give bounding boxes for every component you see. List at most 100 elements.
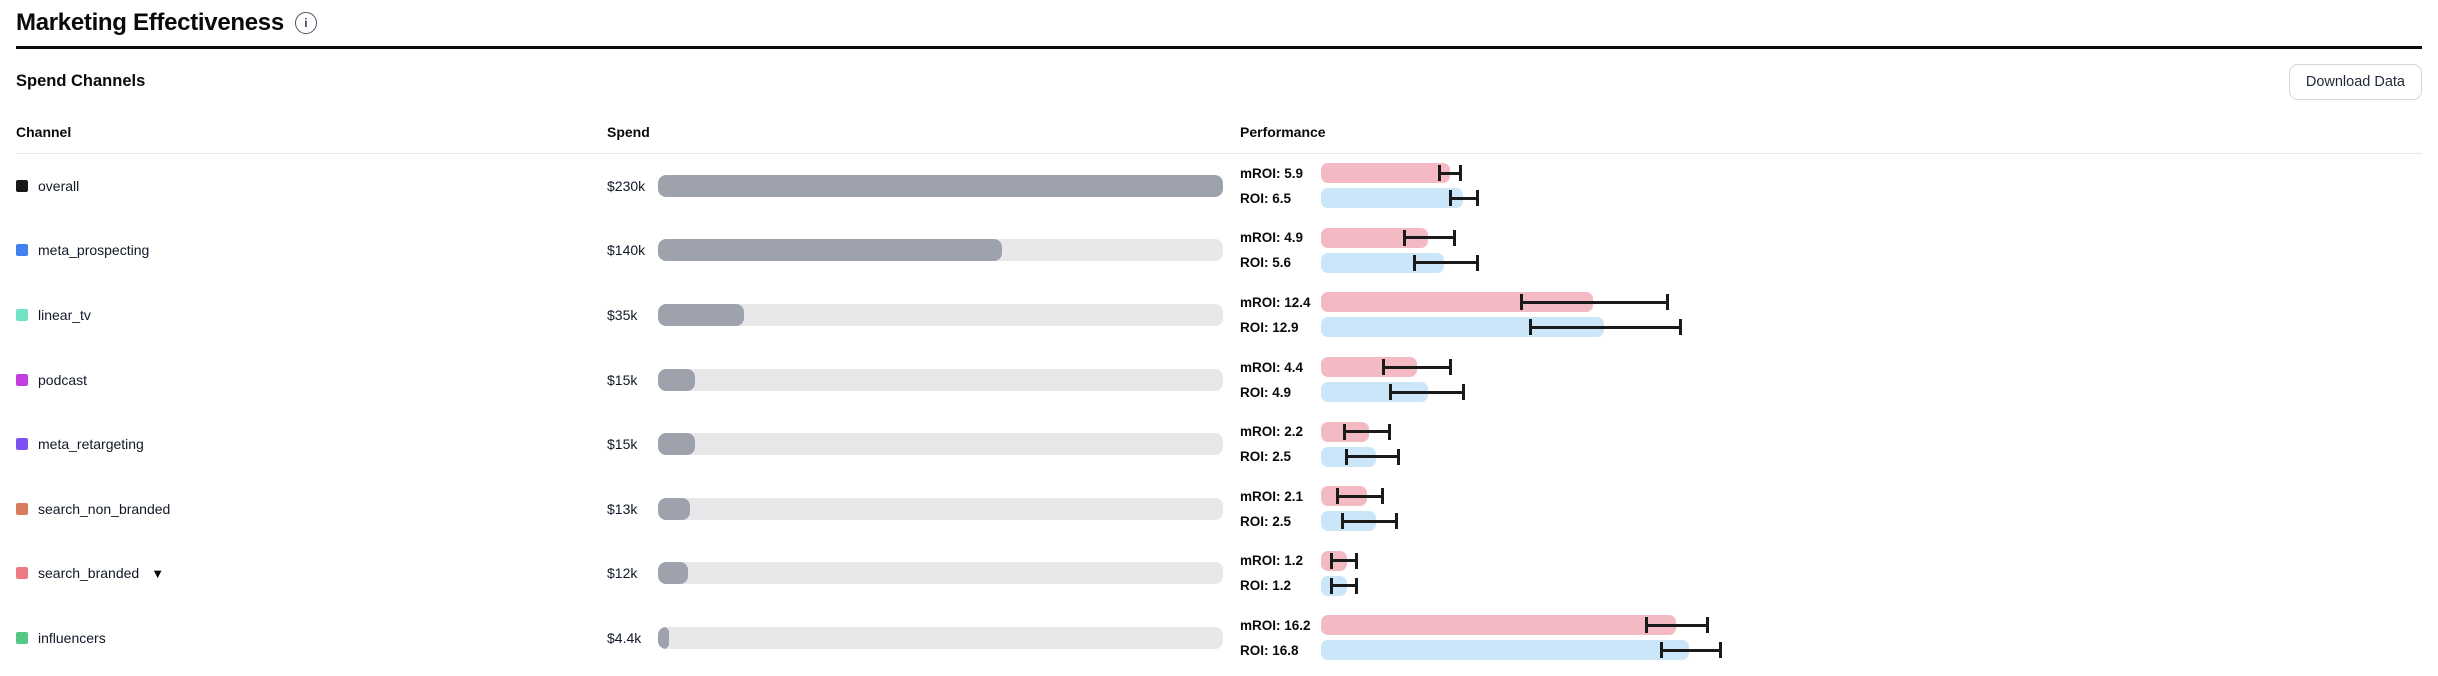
channel-cell: podcast	[16, 372, 607, 388]
roi-bar-canvas	[1321, 446, 2422, 467]
spend-value: $230k	[607, 177, 646, 194]
mroi-errorbar-icon	[1329, 552, 1359, 569]
channel-label: search_non_branded	[38, 500, 171, 517]
table-row[interactable]: meta_prospecting $140k mROI: 4.9 ROI: 5.…	[16, 218, 2422, 283]
spend-bar-track	[658, 562, 1223, 585]
table-row[interactable]: linear_tv $35k mROI: 12.4 ROI: 12.9	[16, 283, 2422, 348]
roi-bar	[1321, 317, 1604, 338]
spend-bar-track	[658, 497, 1223, 520]
spend-bar-cell	[658, 239, 1240, 262]
performance-cell: mROI: 16.2 ROI: 16.8	[1240, 615, 2422, 661]
roi-errorbar-icon	[1340, 513, 1398, 530]
spend-bar-fill	[658, 626, 669, 649]
performance-cell: mROI: 12.4 ROI: 12.9	[1240, 292, 2422, 338]
roi-bar	[1321, 188, 1464, 209]
mroi-bar	[1321, 227, 1429, 248]
spend-value: $15k	[607, 371, 638, 388]
table-row[interactable]: influencers $4.4k mROI: 16.2 ROI: 16.8	[16, 606, 2422, 671]
roi-bar-canvas	[1321, 511, 2422, 532]
spend-bar-fill	[658, 562, 688, 585]
perf-line-roi: ROI: 2.5	[1240, 446, 2422, 467]
roi-label: ROI: 5.6	[1240, 255, 1292, 271]
page-header: Marketing Effectiveness i	[16, 0, 2422, 46]
roi-label: ROI: 2.5	[1240, 513, 1292, 529]
mroi-bar-canvas	[1321, 163, 2422, 184]
table-row[interactable]: meta_retargeting $15k mROI: 2.2 ROI: 2.5	[16, 412, 2422, 477]
performance-cell: mROI: 1.2 ROI: 1.2	[1240, 550, 2422, 596]
channel-label: podcast	[38, 371, 88, 388]
channel-color-swatch	[16, 308, 28, 321]
channel-cell: meta_prospecting	[16, 242, 607, 258]
performance-cell: mROI: 4.9 ROI: 5.6	[1240, 227, 2422, 273]
roi-bar-canvas	[1321, 317, 2422, 338]
mroi-bar	[1321, 292, 1593, 313]
roi-bar-canvas	[1321, 382, 2422, 403]
table-row[interactable]: search_branded ▼ $12k mROI: 1.2 ROI: 1.2	[16, 541, 2422, 606]
channel-cell: linear_tv	[16, 307, 607, 323]
spend-bar-fill	[658, 368, 695, 391]
perf-line-mroi: mROI: 12.4	[1240, 292, 2422, 313]
table-row[interactable]: overall $230k mROI: 5.9 ROI: 6.5	[16, 154, 2422, 219]
channel-color-swatch	[16, 631, 28, 644]
perf-line-mroi: mROI: 2.2	[1240, 421, 2422, 442]
roi-errorbar-icon	[1388, 384, 1466, 401]
roi-bar-canvas	[1321, 188, 2422, 209]
spend-value: $4.4k	[607, 629, 642, 646]
mroi-errorbar-icon	[1438, 165, 1463, 182]
mroi-bar-canvas	[1321, 357, 2422, 378]
mroi-label: mROI: 2.1	[1240, 488, 1304, 504]
roi-bar	[1321, 382, 1429, 403]
mroi-bar	[1321, 615, 1676, 636]
mroi-bar-canvas	[1321, 227, 2422, 248]
column-header-performance: Performance	[1240, 123, 1326, 140]
mroi-bar-canvas	[1321, 292, 2422, 313]
info-icon[interactable]: i	[294, 12, 317, 34]
section-header: Spend Channels Download Data	[16, 63, 2422, 100]
spend-bar-track	[658, 239, 1223, 262]
channel-label: overall	[38, 177, 80, 194]
column-header-spend: Spend	[607, 123, 650, 140]
perf-line-mroi: mROI: 2.1	[1240, 486, 2422, 507]
performance-cell: mROI: 2.1 ROI: 2.5	[1240, 486, 2422, 532]
mroi-label: mROI: 5.9	[1240, 165, 1304, 181]
mroi-label: mROI: 4.9	[1240, 230, 1304, 246]
table-header-row: Channel Spend Performance	[16, 124, 2422, 154]
column-header-channel: Channel	[16, 123, 72, 140]
mroi-bar	[1321, 163, 1451, 184]
spend-value: $13k	[607, 500, 638, 517]
channel-label: linear_tv	[38, 306, 91, 323]
channel-label: meta_prospecting	[38, 242, 150, 259]
channel-color-swatch	[16, 502, 28, 515]
mroi-label: mROI: 1.2	[1240, 553, 1304, 569]
spend-bar-track	[658, 174, 1223, 197]
mroi-bar-canvas	[1321, 486, 2422, 507]
page-title: Marketing Effectiveness	[16, 9, 284, 36]
header-divider	[16, 46, 2422, 49]
mroi-errorbar-icon	[1342, 423, 1392, 440]
table-row[interactable]: search_non_branded $13k mROI: 2.1 ROI: 2…	[16, 476, 2422, 541]
perf-line-mroi: mROI: 16.2	[1240, 615, 2422, 636]
roi-label: ROI: 2.5	[1240, 449, 1292, 465]
mroi-bar-canvas	[1321, 550, 2422, 571]
perf-line-roi: ROI: 12.9	[1240, 317, 2422, 338]
spend-bar-fill	[658, 303, 744, 326]
roi-bar-canvas	[1321, 640, 2422, 661]
mroi-errorbar-icon	[1645, 617, 1709, 634]
flag-triangle-icon[interactable]: ▼	[151, 565, 165, 581]
perf-line-mroi: mROI: 1.2	[1240, 550, 2422, 571]
perf-line-roi: ROI: 5.6	[1240, 252, 2422, 273]
table-row[interactable]: podcast $15k mROI: 4.4 ROI: 4.9	[16, 347, 2422, 412]
roi-label: ROI: 4.9	[1240, 384, 1292, 400]
roi-label: ROI: 16.8	[1240, 642, 1299, 658]
download-data-button[interactable]: Download Data	[2288, 63, 2422, 100]
performance-cell: mROI: 2.2 ROI: 2.5	[1240, 421, 2422, 467]
spend-value: $12k	[607, 565, 638, 582]
channel-label: influencers	[38, 629, 106, 646]
spend-bar-cell	[658, 497, 1240, 520]
spend-value: $15k	[607, 436, 638, 453]
performance-cell: mROI: 4.4 ROI: 4.9	[1240, 357, 2422, 403]
channel-cell: meta_retargeting	[16, 436, 607, 452]
perf-line-roi: ROI: 6.5	[1240, 188, 2422, 209]
roi-bar	[1321, 252, 1444, 273]
